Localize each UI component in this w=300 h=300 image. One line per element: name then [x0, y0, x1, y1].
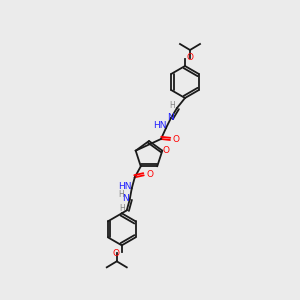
Text: HN: HN	[118, 182, 131, 191]
Text: HN: HN	[153, 122, 167, 130]
Text: N: N	[167, 112, 173, 122]
Text: O: O	[146, 170, 153, 179]
Text: N: N	[122, 194, 129, 203]
Text: H: H	[118, 190, 124, 199]
Text: H: H	[169, 100, 175, 109]
Text: O: O	[163, 146, 170, 155]
Text: H: H	[119, 204, 124, 213]
Text: O: O	[112, 249, 119, 258]
Text: O: O	[172, 134, 179, 143]
Text: O: O	[187, 53, 194, 62]
